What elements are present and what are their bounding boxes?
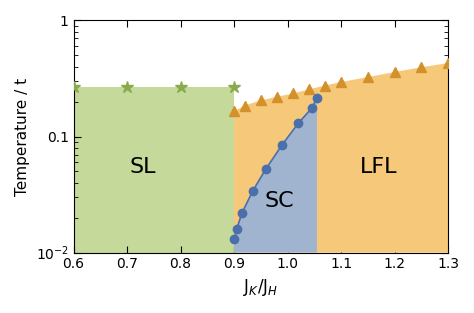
Text: SC: SC bbox=[264, 191, 294, 211]
Polygon shape bbox=[234, 98, 317, 253]
Text: SL: SL bbox=[130, 157, 156, 177]
Text: LFL: LFL bbox=[360, 157, 397, 177]
X-axis label: J$_K$/J$_H$: J$_K$/J$_H$ bbox=[243, 277, 278, 298]
Polygon shape bbox=[234, 63, 448, 253]
Y-axis label: Temperature / t: Temperature / t bbox=[15, 78, 30, 196]
Polygon shape bbox=[73, 87, 234, 253]
